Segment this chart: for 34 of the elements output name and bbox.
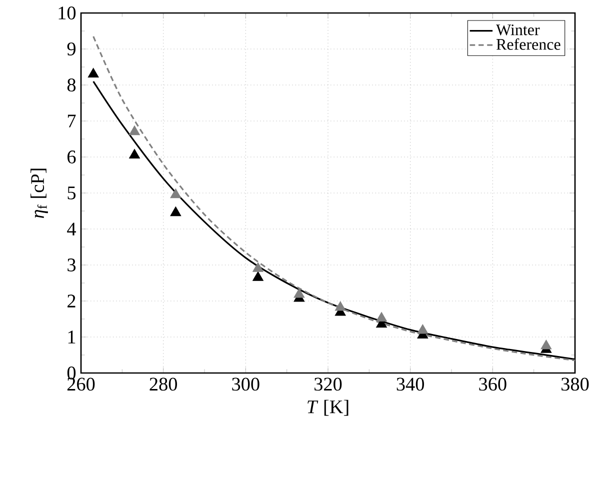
point [417,324,428,334]
point [88,68,99,78]
y-axis-title: η$_{f}$ [cP] [30,168,48,218]
y-tick-label: 4 [67,222,76,236]
x-axis-title: T [K] [308,400,348,416]
point [376,312,387,322]
y-tick-label: 0 [67,366,76,380]
y-tick-label: 7 [68,114,76,128]
x-tick-label: 280 [150,378,177,391]
point [540,340,552,350]
x-tick-label: 300 [232,378,260,391]
point [170,188,182,198]
y-tick-label: 3 [68,258,76,272]
y-tick-label: 5 [68,186,76,200]
x-tick-label: 320 [314,378,342,391]
y-tick-label: 6 [68,150,76,164]
y-tick-label: 9 [67,42,76,56]
y-tick-label: 10 [58,6,76,20]
x-tick-label: 360 [479,378,506,391]
point [252,271,264,281]
point [170,206,182,216]
y-tick-label: 8 [67,78,76,92]
point [129,148,140,158]
y-tick-label: 2 [68,294,76,308]
point [294,288,305,298]
x-tick-label: 380 [562,378,589,391]
x-tick-label: 260 [67,378,95,391]
point [129,126,140,136]
point [252,262,264,272]
legend-label: Winter [496,24,540,36]
point [334,301,346,311]
y-tick-label: 1 [68,330,76,344]
x-tick-label: 340 [396,378,424,391]
legend-label: Reference [496,38,560,50]
